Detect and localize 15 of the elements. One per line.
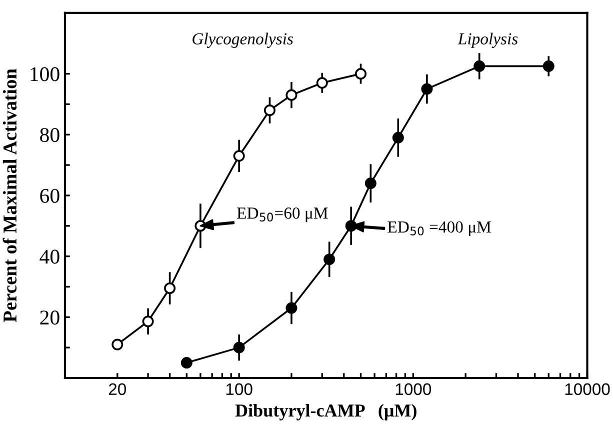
x-tick-label: 100 bbox=[226, 383, 252, 396]
annotation: ED$_{50}$ =400 μM bbox=[388, 221, 491, 236]
y-axis-title: Percent of Maximal Activation bbox=[2, 68, 17, 322]
x-tick-label: 10000 bbox=[565, 383, 610, 396]
y-tick-label: 40 bbox=[40, 250, 60, 264]
x-axis-title: Dibutyryl-cAMP (μM) bbox=[235, 404, 416, 420]
annotation: ED$_{50}$=60 μM bbox=[237, 207, 328, 222]
y-tick-label: 60 bbox=[40, 188, 60, 203]
text: Glycogenolysis bbox=[192, 32, 293, 48]
y-tick-label: 80 bbox=[40, 128, 60, 142]
y-tick-label: 100 bbox=[30, 67, 60, 82]
series-label: Lipolysis bbox=[458, 32, 518, 48]
x-tick-label: 1000 bbox=[396, 383, 432, 396]
y-tick-label: 20 bbox=[40, 310, 60, 325]
x-tick-label: 20 bbox=[108, 383, 126, 396]
